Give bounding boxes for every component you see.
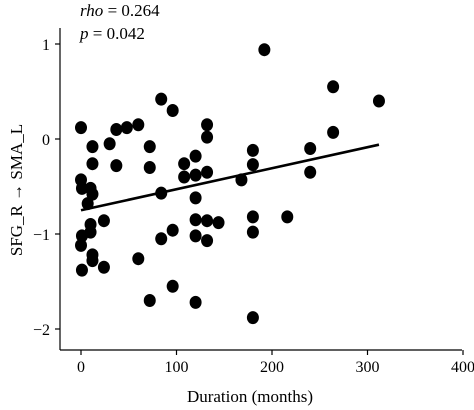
data-point [86, 157, 99, 171]
x-axis-ticks: 0 100 200 300 400 [77, 350, 474, 376]
data-point [166, 279, 179, 293]
x-tick-label: 400 [451, 359, 474, 376]
data-point [304, 165, 317, 179]
data-point [372, 94, 385, 108]
data-point [189, 229, 202, 243]
data-point [246, 143, 259, 157]
data-point [201, 118, 214, 132]
data-point [97, 260, 110, 274]
data-point [212, 216, 225, 230]
data-point [246, 158, 259, 172]
data-point [132, 252, 145, 266]
p-annotation: p = 0.042 [80, 24, 145, 44]
data-point [75, 238, 87, 252]
trend-line-group [80, 143, 380, 212]
x-tick-label: 0 [77, 359, 85, 376]
data-point [97, 214, 110, 228]
x-tick-label: 300 [356, 359, 380, 376]
data-point [84, 225, 97, 239]
data-point [201, 214, 214, 228]
data-point [304, 142, 317, 155]
data-point [327, 125, 340, 139]
data-point [189, 295, 202, 309]
x-tick-label: 100 [165, 359, 189, 376]
data-point [155, 92, 168, 106]
y-tick-label: −2 [33, 322, 50, 339]
y-axis-label: SFG_R → SMA_L [7, 124, 26, 256]
data-point [246, 210, 259, 224]
data-point [201, 234, 214, 248]
data-point [258, 43, 271, 57]
data-point [103, 137, 116, 151]
data-point [281, 210, 294, 224]
data-point [143, 140, 156, 154]
data-point [155, 232, 168, 246]
data-point [189, 149, 202, 163]
x-axis-label: Duration (months) [187, 387, 313, 406]
p-value: = 0.042 [92, 24, 145, 43]
y-tick-label: −1 [33, 227, 50, 244]
data-point [189, 168, 202, 182]
data-point [246, 225, 259, 239]
axes [59, 28, 462, 351]
data-point [120, 121, 133, 135]
data-point [86, 140, 99, 154]
data-point [86, 254, 99, 268]
p-label: p [80, 24, 89, 43]
rho-value: = 0.264 [107, 1, 160, 20]
data-point [75, 121, 87, 135]
data-point [86, 187, 99, 201]
data-point [143, 161, 156, 174]
y-axis-ticks: 1 0 −1 −2 [33, 37, 60, 339]
y-tick-label: 0 [42, 132, 50, 149]
data-point [166, 223, 179, 237]
data-point [178, 157, 191, 171]
data-point [75, 263, 88, 277]
y-tick-label: 1 [42, 37, 50, 54]
data-point [201, 165, 214, 179]
data-point [132, 118, 145, 132]
data-point [166, 104, 179, 117]
trend-line [80, 143, 380, 212]
data-point [143, 294, 156, 307]
data-point [201, 130, 214, 144]
data-point [110, 159, 123, 173]
data-point [189, 213, 202, 227]
x-tick-label: 200 [260, 359, 284, 376]
data-point [75, 181, 88, 195]
data-point [327, 80, 340, 94]
data-point [178, 170, 191, 184]
rho-label: rho [80, 1, 104, 20]
rho-annotation: rho = 0.264 [80, 1, 160, 21]
data-point [246, 311, 259, 325]
data-points [75, 43, 385, 325]
data-point [189, 191, 202, 205]
data-point [110, 123, 123, 136]
